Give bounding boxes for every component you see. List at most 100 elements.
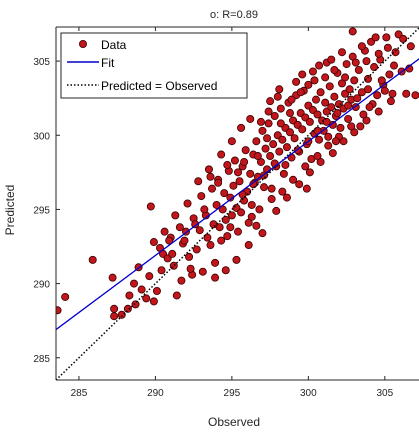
data-point xyxy=(324,132,333,141)
data-points xyxy=(56,27,419,321)
data-point xyxy=(311,95,320,104)
data-point xyxy=(241,146,250,155)
data-point xyxy=(344,114,353,123)
data-point xyxy=(374,107,383,116)
data-point xyxy=(363,85,372,94)
data-point xyxy=(117,310,126,319)
data-point xyxy=(324,141,333,150)
data-point xyxy=(235,177,244,186)
data-point xyxy=(217,150,226,159)
data-point xyxy=(177,276,186,285)
legend-label-data: Data xyxy=(101,38,127,52)
legend-box xyxy=(60,32,248,99)
reference-lines xyxy=(56,27,419,380)
legend: Data Fit Predicted = Observed xyxy=(60,32,248,99)
data-point xyxy=(281,160,290,169)
data-point xyxy=(402,89,411,98)
data-point xyxy=(192,245,201,254)
data-point xyxy=(278,187,287,196)
data-point xyxy=(197,192,206,201)
data-point xyxy=(195,226,204,235)
data-point xyxy=(344,101,353,110)
data-point xyxy=(240,157,249,166)
data-point xyxy=(328,149,337,158)
data-point xyxy=(246,114,255,123)
data-point xyxy=(356,122,365,131)
data-point xyxy=(301,162,310,171)
data-point xyxy=(233,227,242,236)
data-point xyxy=(305,168,314,177)
data-point xyxy=(279,169,288,178)
data-point xyxy=(191,220,200,229)
data-point xyxy=(298,125,307,134)
data-point xyxy=(289,175,298,184)
data-point xyxy=(146,202,155,211)
data-point xyxy=(373,91,382,100)
data-point xyxy=(325,82,334,91)
data-point xyxy=(374,49,383,58)
data-point xyxy=(247,200,256,209)
data-point xyxy=(110,304,119,313)
data-point xyxy=(389,61,398,70)
data-point xyxy=(194,177,203,186)
data-point xyxy=(175,223,184,232)
legend-marker-data xyxy=(79,40,88,49)
data-point xyxy=(233,168,242,177)
data-point xyxy=(149,297,158,306)
data-point xyxy=(313,110,322,119)
plot-frame xyxy=(55,26,419,381)
data-point xyxy=(255,205,264,214)
data-point xyxy=(282,193,291,202)
data-point xyxy=(411,91,419,100)
data-point xyxy=(229,181,238,190)
data-point xyxy=(315,135,324,144)
data-point xyxy=(380,86,389,95)
data-point xyxy=(198,267,207,276)
data-point xyxy=(330,66,339,75)
data-point xyxy=(302,184,311,193)
data-point xyxy=(310,76,319,85)
data-point xyxy=(171,211,180,220)
data-point xyxy=(341,73,350,82)
data-point xyxy=(266,97,275,106)
data-point xyxy=(266,152,275,161)
data-point xyxy=(388,89,397,98)
data-point xyxy=(298,70,307,79)
y-axis: 285 290 295 300 305 xyxy=(33,57,60,365)
data-point xyxy=(232,255,241,264)
data-point xyxy=(371,33,380,42)
data-point xyxy=(129,279,138,288)
data-point xyxy=(350,76,359,85)
data-point xyxy=(267,195,276,204)
fit-line xyxy=(56,58,419,331)
data-point xyxy=(137,285,146,294)
data-point xyxy=(267,184,276,193)
data-point xyxy=(359,110,368,119)
y-tick-label: 290 xyxy=(33,280,50,291)
x-tick-label: 300 xyxy=(300,388,317,399)
x-tick-label: 305 xyxy=(376,388,393,399)
data-point xyxy=(152,287,161,296)
data-point xyxy=(382,33,391,42)
data-point xyxy=(206,241,215,250)
data-point xyxy=(270,111,279,120)
data-point xyxy=(211,273,220,282)
y-tick-label: 305 xyxy=(33,57,50,68)
identity-line xyxy=(56,27,419,380)
data-point xyxy=(264,119,273,128)
data-point xyxy=(246,169,255,178)
data-point xyxy=(183,199,192,208)
data-point xyxy=(142,294,151,303)
data-point xyxy=(385,70,394,79)
data-point xyxy=(354,66,363,75)
data-point xyxy=(212,200,221,209)
x-tick-label: 285 xyxy=(71,388,88,399)
data-point xyxy=(252,137,261,146)
data-point xyxy=(287,153,296,162)
data-point xyxy=(363,74,372,83)
data-point xyxy=(305,117,314,126)
data-point xyxy=(285,109,294,118)
x-tick-label: 290 xyxy=(147,388,164,399)
legend-label-identity: Predicted = Observed xyxy=(101,79,217,93)
